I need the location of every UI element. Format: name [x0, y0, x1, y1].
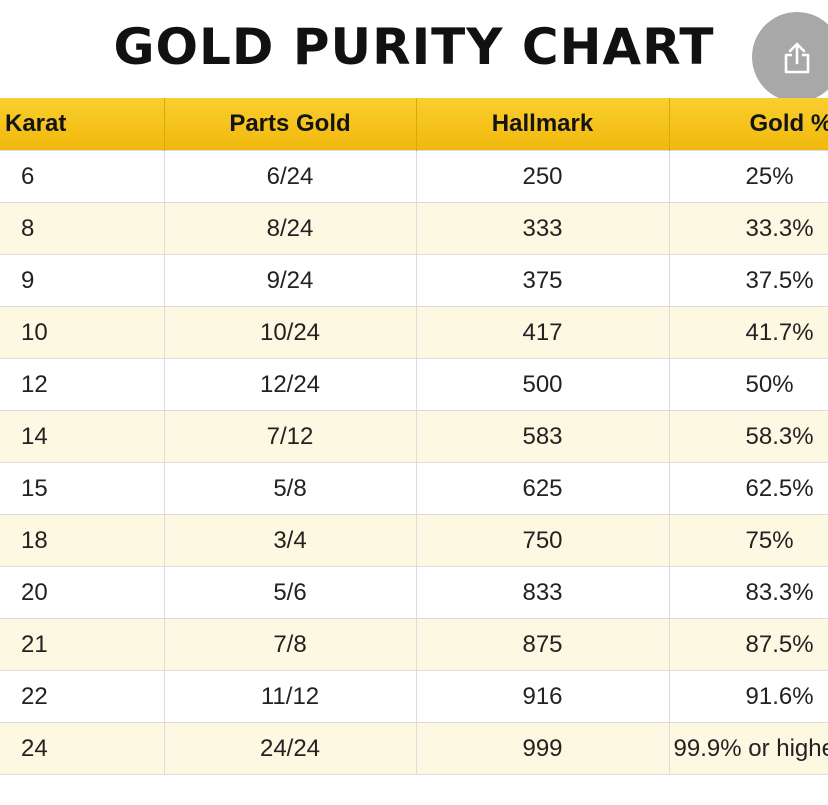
cell-hallmark: 417 — [416, 306, 670, 359]
cell-gold-percent: 75% — [669, 514, 828, 567]
cell-gold-percent: 99.9% or higher — [669, 722, 828, 775]
cell-hallmark: 375 — [416, 254, 670, 307]
cell-parts-gold: 7/8 — [164, 618, 417, 671]
table-row: 22 11/12 916 91.6% — [0, 670, 828, 723]
cell-parts-gold: 7/12 — [164, 410, 417, 463]
table-row: 14 7/12 583 58.3% — [0, 410, 828, 463]
table-row: 8 8/24 333 33.3% — [0, 202, 828, 255]
cell-hallmark: 333 — [416, 202, 670, 255]
cell-karat: 12 — [0, 358, 165, 411]
purity-table-container: Karat Parts Gold Hallmark Gold % 6 6/24 … — [0, 98, 828, 775]
cell-karat: 14 — [0, 410, 165, 463]
table-row: 9 9/24 375 37.5% — [0, 254, 828, 307]
table-row: 15 5/8 625 62.5% — [0, 462, 828, 515]
share-icon — [784, 42, 810, 74]
purity-table: Karat Parts Gold Hallmark Gold % 6 6/24 … — [0, 98, 828, 775]
column-header-karat: Karat — [0, 98, 165, 151]
cell-hallmark: 250 — [416, 150, 670, 203]
cell-parts-gold: 9/24 — [164, 254, 417, 307]
cell-hallmark: 875 — [416, 618, 670, 671]
column-header-gold-percent: Gold % — [669, 98, 828, 151]
cell-gold-percent: 91.6% — [669, 670, 828, 723]
cell-parts-gold: 10/24 — [164, 306, 417, 359]
cell-hallmark: 750 — [416, 514, 670, 567]
table-row: 10 10/24 417 41.7% — [0, 306, 828, 359]
cell-karat: 6 — [0, 150, 165, 203]
share-button[interactable] — [752, 12, 828, 102]
cell-gold-percent: 50% — [669, 358, 828, 411]
cell-karat: 24 — [0, 722, 165, 775]
cell-hallmark: 500 — [416, 358, 670, 411]
cell-gold-percent: 58.3% — [669, 410, 828, 463]
cell-gold-percent: 25% — [669, 150, 828, 203]
cell-gold-percent: 33.3% — [669, 202, 828, 255]
cell-gold-percent: 62.5% — [669, 462, 828, 515]
table-row: 12 12/24 500 50% — [0, 358, 828, 411]
cell-hallmark: 625 — [416, 462, 670, 515]
cell-gold-percent: 87.5% — [669, 618, 828, 671]
cell-hallmark: 583 — [416, 410, 670, 463]
chart-title: GOLD PURITY CHART — [113, 18, 715, 76]
column-header-hallmark: Hallmark — [416, 98, 670, 151]
cell-parts-gold: 24/24 — [164, 722, 417, 775]
cell-parts-gold: 3/4 — [164, 514, 417, 567]
table-row: 20 5/6 833 83.3% — [0, 566, 828, 619]
cell-hallmark: 833 — [416, 566, 670, 619]
cell-karat: 9 — [0, 254, 165, 307]
cell-gold-percent: 41.7% — [669, 306, 828, 359]
table-header-row: Karat Parts Gold Hallmark Gold % — [0, 98, 828, 151]
table-row: 24 24/24 999 99.9% or higher — [0, 722, 828, 775]
table-row: 18 3/4 750 75% — [0, 514, 828, 567]
cell-parts-gold: 6/24 — [164, 150, 417, 203]
table-row: 21 7/8 875 87.5% — [0, 618, 828, 671]
cell-hallmark: 999 — [416, 722, 670, 775]
cell-karat: 10 — [0, 306, 165, 359]
column-header-parts-gold: Parts Gold — [164, 98, 417, 151]
cell-parts-gold: 12/24 — [164, 358, 417, 411]
cell-parts-gold: 11/12 — [164, 670, 417, 723]
table-row: 6 6/24 250 25% — [0, 150, 828, 203]
cell-gold-percent: 83.3% — [669, 566, 828, 619]
cell-parts-gold: 5/8 — [164, 462, 417, 515]
cell-gold-percent: 37.5% — [669, 254, 828, 307]
cell-karat: 18 — [0, 514, 165, 567]
cell-karat: 15 — [0, 462, 165, 515]
cell-parts-gold: 5/6 — [164, 566, 417, 619]
cell-hallmark: 916 — [416, 670, 670, 723]
cell-karat: 22 — [0, 670, 165, 723]
cell-parts-gold: 8/24 — [164, 202, 417, 255]
cell-karat: 8 — [0, 202, 165, 255]
cell-karat: 20 — [0, 566, 165, 619]
cell-karat: 21 — [0, 618, 165, 671]
